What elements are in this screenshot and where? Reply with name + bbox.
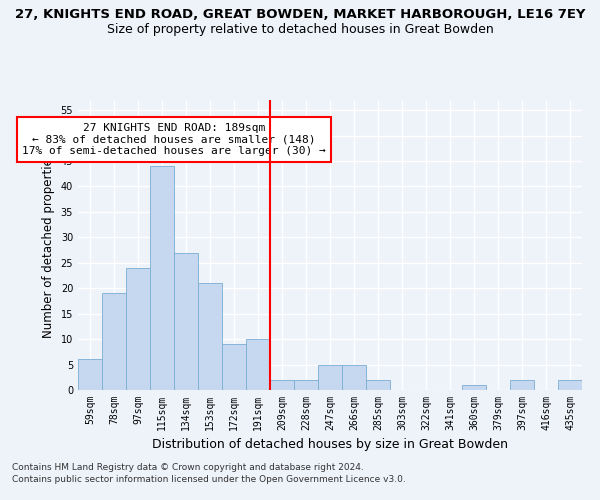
Text: 27, KNIGHTS END ROAD, GREAT BOWDEN, MARKET HARBOROUGH, LE16 7EY: 27, KNIGHTS END ROAD, GREAT BOWDEN, MARK… (15, 8, 585, 20)
Bar (318, 364, 342, 390)
Bar (78, 360, 102, 390)
Bar (126, 268, 150, 390)
Bar (510, 380, 534, 390)
Bar (150, 166, 174, 390)
Bar (366, 380, 390, 390)
Bar (246, 339, 270, 390)
Bar (558, 380, 582, 390)
Bar (342, 364, 366, 390)
Bar (222, 344, 246, 390)
Bar (198, 283, 222, 390)
Bar (294, 380, 318, 390)
Text: Contains HM Land Registry data © Crown copyright and database right 2024.: Contains HM Land Registry data © Crown c… (12, 462, 364, 471)
Y-axis label: Number of detached properties: Number of detached properties (42, 152, 55, 338)
Bar (270, 380, 294, 390)
Bar (174, 252, 198, 390)
Text: Size of property relative to detached houses in Great Bowden: Size of property relative to detached ho… (107, 22, 493, 36)
Text: 27 KNIGHTS END ROAD: 189sqm
← 83% of detached houses are smaller (148)
17% of se: 27 KNIGHTS END ROAD: 189sqm ← 83% of det… (22, 123, 326, 156)
Text: Contains public sector information licensed under the Open Government Licence v3: Contains public sector information licen… (12, 475, 406, 484)
X-axis label: Distribution of detached houses by size in Great Bowden: Distribution of detached houses by size … (152, 438, 508, 452)
Bar (102, 294, 126, 390)
Bar (462, 385, 486, 390)
